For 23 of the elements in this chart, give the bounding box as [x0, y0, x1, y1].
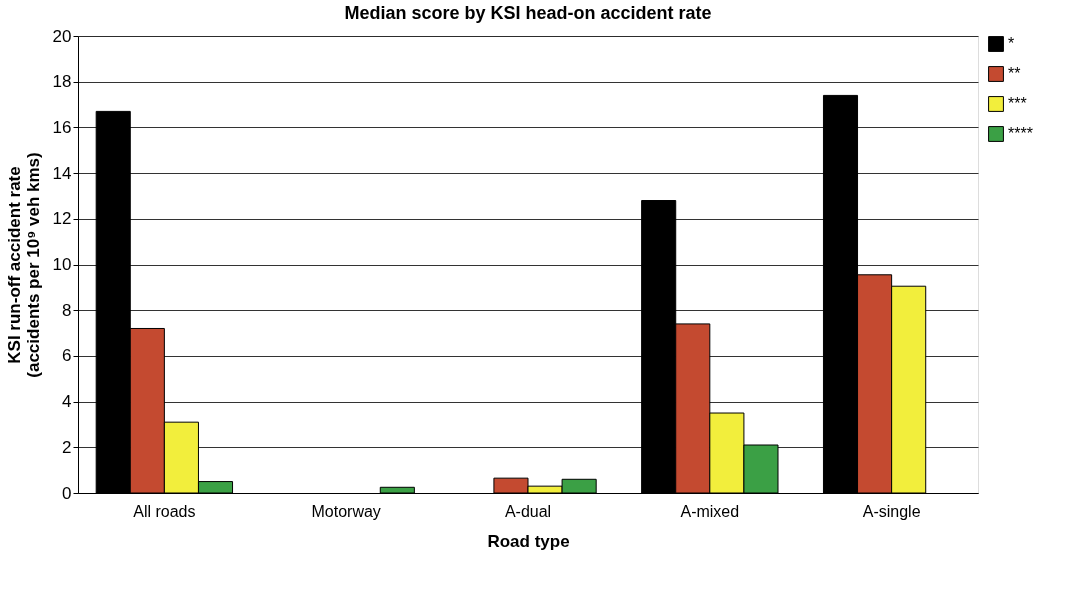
legend-label: **	[1008, 65, 1021, 82]
x-tick-label: A-single	[862, 502, 921, 520]
y-tick-label: 16	[52, 117, 72, 137]
y-tick-label: 12	[52, 209, 72, 229]
y-tick-label: 8	[62, 300, 72, 320]
legend-label: *	[1008, 35, 1015, 52]
y-axis-title: KSI run-off accident rate (accidents per 10⁹ veh kms)	[4, 152, 43, 378]
x-tick-label: All roads	[133, 502, 196, 520]
y-tick-label: 20	[52, 26, 72, 46]
x-tick-label: A-mixed	[680, 502, 740, 520]
y-tick-label: 6	[62, 346, 72, 366]
x-axis-title: Road type	[487, 531, 570, 551]
y-tick-label: 18	[52, 72, 72, 92]
y-tick-label: 2	[62, 437, 72, 457]
legend-label: ****	[1008, 125, 1033, 142]
chart-title: Median score by KSI head-on accident rate	[344, 3, 712, 23]
x-tick-label: Motorway	[311, 502, 381, 520]
y-tick-label: 4	[62, 392, 72, 412]
y-tick-label: 14	[52, 163, 72, 183]
x-tick-label: A-dual	[504, 502, 552, 520]
y-tick-label: 0	[62, 483, 72, 503]
legend-label: ***	[1008, 95, 1027, 112]
y-tick-label: 10	[52, 255, 72, 274]
